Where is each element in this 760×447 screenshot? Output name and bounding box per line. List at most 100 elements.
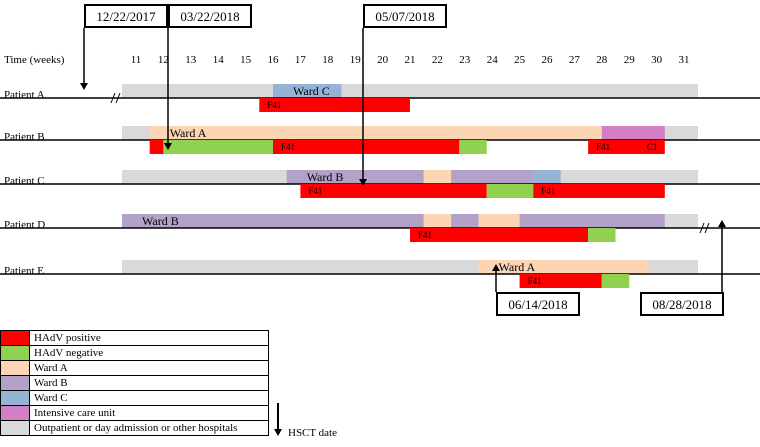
infection-bar xyxy=(588,228,616,242)
legend: HAdV positive HAdV negative Ward A Ward B Wa… xyxy=(0,330,269,436)
tick-label: 21 xyxy=(405,54,416,66)
legend-swatch xyxy=(0,345,30,361)
hsct-arrow-head xyxy=(492,264,500,271)
tick-label: 17 xyxy=(295,54,307,66)
legend-label: Ward A xyxy=(29,360,269,376)
location-bar xyxy=(149,126,602,140)
infection-bar xyxy=(486,184,534,198)
hsct-date-callout: 08/28/2018 xyxy=(640,292,724,316)
axis-break xyxy=(110,92,116,104)
legend-entry: HAdV positive xyxy=(0,330,269,346)
patient-label: Patient E xyxy=(4,265,44,277)
location-bar xyxy=(122,214,424,228)
location-label: Ward A xyxy=(499,260,536,274)
infection-bar xyxy=(588,140,665,154)
infection-label: F41 xyxy=(418,230,432,240)
hsct-date-callout: 06/14/2018 xyxy=(496,292,580,316)
infection-bar xyxy=(163,140,273,154)
tick-label: 31 xyxy=(679,54,690,66)
infection-label: F41 xyxy=(281,142,295,152)
infection-bar xyxy=(459,140,487,154)
location-label: Ward A xyxy=(170,126,207,140)
legend-entry: Intensive care unit xyxy=(0,405,269,421)
infection-label: C1 xyxy=(647,142,658,152)
legend-swatch xyxy=(0,405,30,421)
location-bar xyxy=(478,214,520,228)
infection-label: F41 xyxy=(528,276,542,286)
hsct-date-callout: 05/07/2018 xyxy=(363,4,447,28)
location-bar xyxy=(451,170,534,184)
location-bar xyxy=(533,170,561,184)
infection-label: F41 xyxy=(596,142,610,152)
legend-entry: Ward A xyxy=(0,360,269,376)
tick-label: 12 xyxy=(158,54,169,66)
axis-break xyxy=(704,222,710,234)
hsct-date-callout: 12/22/2017 xyxy=(84,4,168,28)
tick-label: 29 xyxy=(624,54,636,66)
location-bar xyxy=(601,126,665,140)
tick-label: 28 xyxy=(596,54,608,66)
tick-label: 23 xyxy=(459,54,471,66)
location-bar xyxy=(519,214,665,228)
tick-label: 24 xyxy=(487,54,499,66)
hsct-arrow-head xyxy=(80,83,88,90)
legend-label: Ward B xyxy=(29,375,269,391)
hsct-legend-label: HSCT date xyxy=(288,427,337,439)
legend-swatch xyxy=(0,390,30,406)
patient-label: Patient C xyxy=(4,175,45,187)
location-bar xyxy=(273,84,342,98)
legend-label: HAdV positive xyxy=(29,330,269,346)
hsct-date-callout: 03/22/2018 xyxy=(168,4,252,28)
location-bar xyxy=(423,214,452,228)
infection-label: F41 xyxy=(267,100,281,110)
tick-label: 25 xyxy=(514,54,526,66)
legend-entry: Ward C xyxy=(0,390,269,406)
legend-entry: Outpatient or day admission or other hos… xyxy=(0,420,269,436)
location-label: Ward B xyxy=(307,170,344,184)
legend-swatch xyxy=(0,360,30,376)
legend-label: Outpatient or day admission or other hos… xyxy=(29,420,269,436)
legend-label: Intensive care unit xyxy=(29,405,269,421)
legend-entry: HAdV negative xyxy=(0,345,269,361)
tick-label: 11 xyxy=(131,54,142,66)
patient-label: Patient B xyxy=(4,131,45,143)
patient-label: Patient D xyxy=(4,219,45,231)
legend-swatch xyxy=(0,330,30,346)
infection-bar xyxy=(519,274,602,288)
infection-bar xyxy=(273,140,460,154)
infection-bar xyxy=(149,140,164,154)
location-bar xyxy=(423,170,452,184)
tick-label: 22 xyxy=(432,54,443,66)
infection-bar xyxy=(259,98,410,112)
legend-label: HAdV negative xyxy=(29,345,269,361)
location-bar xyxy=(451,214,479,228)
infection-bar xyxy=(300,184,487,198)
infection-label: F41 xyxy=(541,186,555,196)
legend-entry: Ward B xyxy=(0,375,269,391)
location-bar xyxy=(286,170,424,184)
legend-swatch xyxy=(0,420,30,436)
tick-label: 14 xyxy=(213,54,225,66)
tick-label: 19 xyxy=(350,54,362,66)
tick-label: 13 xyxy=(185,54,197,66)
infection-bar xyxy=(533,184,665,198)
location-label: Ward B xyxy=(142,214,179,228)
axis-break xyxy=(699,222,705,234)
hsct-arrow-head xyxy=(359,179,367,186)
location-label: Ward C xyxy=(293,84,330,98)
axis-break xyxy=(115,92,121,104)
tick-label: 15 xyxy=(240,54,252,66)
hsct-arrow-head xyxy=(164,143,172,150)
location-bar xyxy=(122,84,698,98)
down-arrow-icon xyxy=(274,403,282,436)
tick-label: 26 xyxy=(542,54,554,66)
tick-label: 16 xyxy=(268,54,280,66)
infection-label: F41 xyxy=(308,186,322,196)
tick-label: 30 xyxy=(651,54,663,66)
tick-label: 18 xyxy=(322,54,334,66)
legend-swatch xyxy=(0,375,30,391)
hsct-arrow-head xyxy=(718,220,726,227)
location-bar xyxy=(478,260,649,274)
infection-bar xyxy=(410,228,589,242)
